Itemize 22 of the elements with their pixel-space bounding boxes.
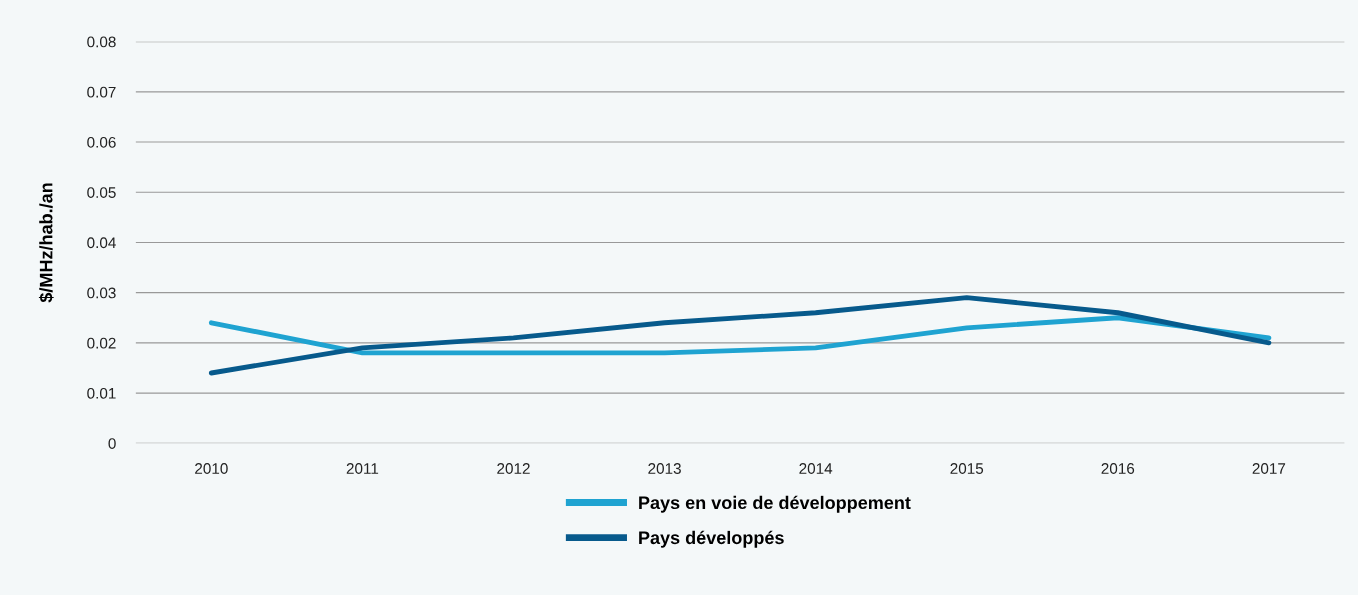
legend-label: Pays développés: [639, 530, 784, 548]
x-tick-label: 2014: [799, 463, 833, 474]
y-tick-label: 0.02: [87, 337, 116, 349]
y-tick-label: 0.04: [87, 237, 116, 249]
y-tick-label: 0.03: [87, 287, 116, 299]
x-tick-label: 2017: [1252, 463, 1286, 474]
y-tick-label: 0.01: [87, 387, 116, 399]
x-tick-label: 2013: [648, 463, 681, 474]
x-tick-label: 2012: [497, 463, 530, 474]
y-tick-label: 0.06: [87, 136, 116, 148]
x-tick-label: 2016: [1101, 463, 1135, 474]
x-tick-label: 2015: [950, 463, 984, 474]
x-tick-label: 2011: [346, 463, 379, 474]
y-tick-label: 0.08: [87, 36, 116, 48]
line-series: [208, 315, 1272, 356]
y-tick-label: 0: [108, 438, 116, 449]
y-tick-label: 0.07: [87, 86, 116, 98]
x-tick-label: 2010: [195, 463, 228, 474]
y-tick-label: 0.05: [87, 187, 116, 198]
line-series: [208, 295, 1272, 376]
y-axis-title: $/MHz/hab./an: [38, 183, 54, 303]
legend-label: Pays en voie de développement: [639, 495, 911, 513]
